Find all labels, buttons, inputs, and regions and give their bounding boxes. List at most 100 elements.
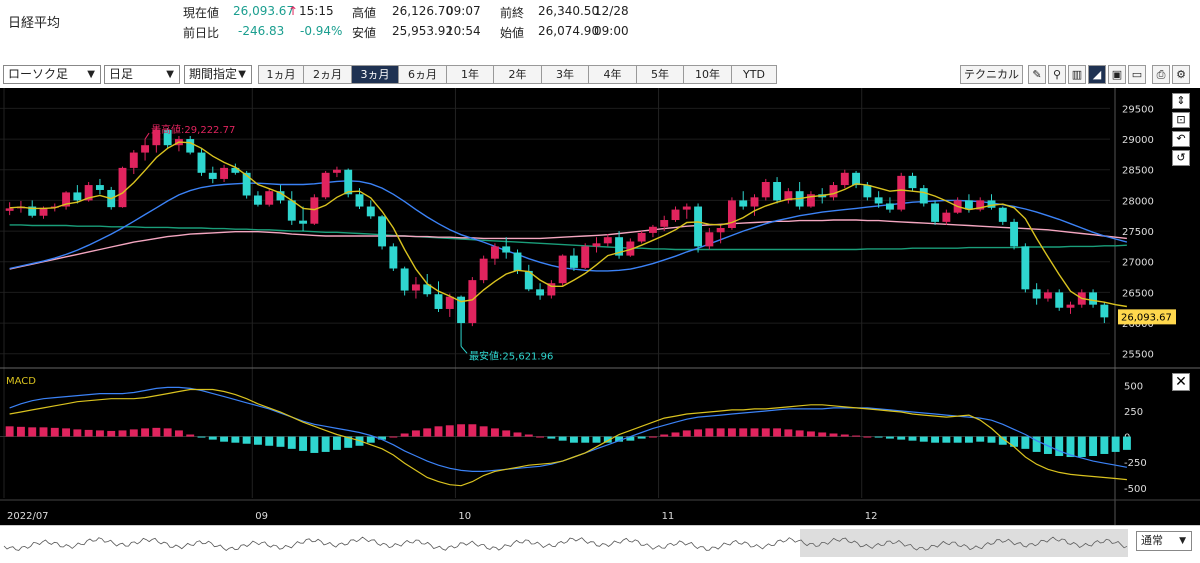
tab-7[interactable]: 4年 bbox=[589, 65, 637, 84]
candle-body bbox=[513, 252, 522, 271]
candle-body bbox=[998, 207, 1007, 222]
macd-bar bbox=[220, 436, 229, 442]
low-label: 安値 bbox=[352, 26, 377, 40]
candle-body bbox=[490, 246, 499, 259]
tab-5[interactable]: 2年 bbox=[494, 65, 542, 84]
macd-bar bbox=[321, 436, 330, 452]
up-arrow-icon: ↑ bbox=[288, 4, 299, 18]
candle-body bbox=[1043, 292, 1052, 299]
reset-icon[interactable]: ↺ bbox=[1172, 150, 1190, 166]
macd-bar bbox=[750, 428, 759, 437]
macd-bar bbox=[276, 436, 285, 447]
lock-icon[interactable]: ⊡ bbox=[1172, 112, 1190, 128]
tab-1[interactable]: 2ヵ月 bbox=[304, 65, 352, 84]
range-tabs: 1ヵ月 2ヵ月 3ヵ月 6ヵ月 1年 2年 3年 4年 5年 10年 YTD bbox=[258, 65, 777, 84]
chart-area[interactable]: 25500 26000 26500 27000 27500 28000 28500 29000… bbox=[0, 88, 1200, 525]
candle-body bbox=[897, 175, 906, 210]
high-value: 26,126.70 bbox=[392, 4, 454, 18]
candle-body bbox=[863, 185, 872, 198]
candle-body bbox=[615, 237, 624, 256]
candle-body bbox=[208, 172, 217, 179]
tab-3[interactable]: 6ヵ月 bbox=[399, 65, 447, 84]
macd-bar bbox=[761, 428, 770, 437]
candle-body bbox=[39, 207, 48, 216]
macd-bar bbox=[366, 436, 375, 443]
macd-bar bbox=[524, 434, 533, 437]
folder-icon[interactable]: ▭ bbox=[1128, 65, 1146, 84]
candle-body bbox=[502, 246, 511, 253]
change-percent: -0.94% bbox=[300, 24, 343, 38]
bar-chart-icon[interactable]: ▥ bbox=[1068, 65, 1086, 84]
tab-8[interactable]: 5年 bbox=[637, 65, 684, 84]
macd-bar bbox=[299, 436, 308, 451]
settings-gear-icon[interactable]: ⚙ bbox=[1172, 65, 1190, 84]
candle-body bbox=[626, 241, 635, 256]
close-icon[interactable]: ✕ bbox=[1172, 373, 1190, 391]
undo-icon[interactable]: ↶ bbox=[1172, 131, 1190, 147]
period-type-select[interactable]: 日足 ▼ bbox=[104, 65, 180, 84]
chart-type-select[interactable]: ローソク足 ▼ bbox=[3, 65, 101, 84]
macd-bar bbox=[818, 432, 827, 437]
candle-body bbox=[468, 280, 477, 324]
navigator-window[interactable] bbox=[800, 529, 1128, 557]
candle-body bbox=[547, 283, 556, 296]
print-icon[interactable]: ⎙ bbox=[1152, 65, 1170, 84]
tab-2[interactable]: 3ヵ月 bbox=[352, 65, 399, 84]
macd-bar bbox=[118, 430, 127, 437]
mode-select[interactable]: 通常 ▼ bbox=[1136, 531, 1192, 551]
candle-body bbox=[840, 172, 849, 186]
y-tick-label: 28500 bbox=[1122, 166, 1154, 177]
expand-icon[interactable]: ⇕ bbox=[1172, 93, 1190, 109]
tab-0[interactable]: 1ヵ月 bbox=[258, 65, 304, 84]
candle-body bbox=[253, 195, 262, 205]
tab-6[interactable]: 3年 bbox=[542, 65, 589, 84]
macd-bar bbox=[682, 430, 691, 437]
candle-body bbox=[931, 203, 940, 222]
macd-bar bbox=[626, 436, 635, 441]
macd-bar bbox=[727, 428, 736, 437]
candle-body bbox=[265, 191, 274, 205]
macd-bar bbox=[739, 428, 748, 437]
macd-bar bbox=[1010, 436, 1019, 447]
navigator[interactable]: 通常 ▼ bbox=[0, 525, 1200, 560]
macd-bar bbox=[536, 436, 545, 438]
macd-bar bbox=[152, 427, 161, 437]
y-tick-label: 29000 bbox=[1122, 135, 1154, 146]
tab-10[interactable]: YTD bbox=[732, 65, 777, 84]
open-label: 始値 bbox=[500, 26, 525, 40]
line-chart-icon[interactable]: ◢ bbox=[1088, 65, 1106, 84]
prev-close-label: 前終 bbox=[500, 6, 525, 20]
candle-body bbox=[1021, 246, 1030, 290]
low-pointer bbox=[460, 345, 468, 354]
candle-body bbox=[457, 296, 466, 324]
candle-body bbox=[603, 237, 612, 244]
macd-bar bbox=[558, 436, 567, 441]
candle-body bbox=[1089, 292, 1098, 305]
macd-bar bbox=[1077, 436, 1086, 458]
macd-bar bbox=[28, 427, 37, 437]
candle-body bbox=[524, 270, 533, 290]
ma-mid-line bbox=[9, 180, 1128, 272]
candle-body bbox=[434, 294, 443, 309]
candle-body bbox=[874, 197, 883, 204]
candle-body bbox=[5, 208, 14, 211]
candle-body bbox=[739, 200, 748, 207]
macd-tick-label: 500 bbox=[1124, 381, 1143, 392]
candle-body bbox=[332, 169, 341, 173]
tab-9[interactable]: 10年 bbox=[684, 65, 732, 84]
navigator-line bbox=[3, 529, 1128, 557]
macd-bar bbox=[141, 428, 150, 437]
macd-bar bbox=[1100, 436, 1109, 454]
candle-body bbox=[750, 197, 759, 207]
pen-icon[interactable]: ✎ bbox=[1028, 65, 1046, 84]
high-annotation: 最高値:29,222.77 bbox=[151, 123, 235, 136]
tab-4[interactable]: 1年 bbox=[447, 65, 494, 84]
macd-bar bbox=[208, 436, 217, 440]
range-select[interactable]: 期間指定 ▼ bbox=[184, 65, 252, 84]
macd-bar bbox=[660, 434, 669, 437]
save-icon[interactable]: ▣ bbox=[1108, 65, 1126, 84]
candle-body bbox=[84, 185, 93, 201]
technical-button[interactable]: テクニカル bbox=[960, 65, 1023, 84]
zoom-icon[interactable]: ⚲ bbox=[1048, 65, 1066, 84]
candle-body bbox=[321, 172, 330, 198]
